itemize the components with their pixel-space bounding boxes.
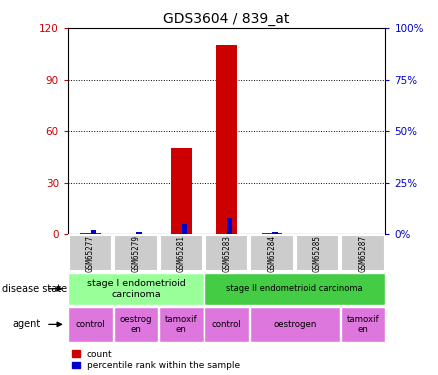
Text: GSM65284: GSM65284 — [268, 235, 276, 272]
Bar — [205, 307, 249, 342]
Text: tamoxif
en: tamoxif en — [165, 315, 198, 334]
Bar — [114, 307, 158, 342]
Legend: count, percentile rank within the sample: count, percentile rank within the sample — [72, 350, 240, 370]
Bar — [114, 235, 158, 271]
Bar — [171, 148, 191, 234]
Bar — [250, 235, 294, 271]
Bar — [227, 218, 233, 234]
Bar — [159, 307, 204, 342]
Bar — [250, 307, 339, 342]
Text: stage II endometrioid carcinoma: stage II endometrioid carcinoma — [226, 284, 363, 293]
Text: GSM65287: GSM65287 — [358, 235, 367, 272]
Text: oestrog
en: oestrog en — [120, 315, 152, 334]
Bar — [296, 235, 339, 271]
Text: GSM65279: GSM65279 — [131, 235, 141, 272]
Text: stage I endometrioid
carcinoma: stage I endometrioid carcinoma — [87, 279, 185, 299]
Text: tamoxif
en: tamoxif en — [346, 315, 379, 334]
Text: GSM65285: GSM65285 — [313, 235, 322, 272]
Bar — [80, 232, 101, 234]
Bar — [68, 307, 113, 342]
Bar — [69, 235, 112, 271]
Bar — [340, 307, 385, 342]
Text: disease state: disease state — [2, 284, 67, 294]
Text: oestrogen: oestrogen — [273, 320, 316, 329]
Bar — [182, 224, 187, 234]
Bar — [272, 232, 278, 234]
Text: agent: agent — [12, 320, 40, 329]
Bar — [205, 273, 385, 304]
Bar — [159, 235, 203, 271]
Bar — [91, 230, 96, 234]
Bar — [341, 235, 385, 271]
Text: GSM65281: GSM65281 — [177, 235, 186, 272]
Bar — [68, 273, 204, 304]
Title: GDS3604 / 839_at: GDS3604 / 839_at — [163, 12, 290, 26]
Bar — [262, 232, 282, 234]
Text: control: control — [212, 320, 241, 329]
Text: GSM65277: GSM65277 — [86, 235, 95, 272]
Text: control: control — [76, 320, 106, 329]
Bar — [136, 232, 142, 234]
Bar — [216, 45, 237, 234]
Bar — [205, 235, 248, 271]
Text: GSM65283: GSM65283 — [222, 235, 231, 272]
